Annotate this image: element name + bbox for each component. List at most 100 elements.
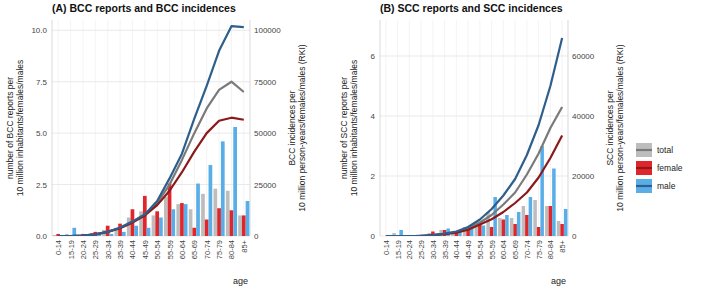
grid-line-x (409, 20, 410, 236)
bar (557, 221, 561, 236)
y2-axis-label: SCC incidences per10 million person-year… (605, 44, 625, 211)
grid-line-x (107, 20, 108, 236)
bar (525, 215, 529, 236)
x-tick-label: 85+ (558, 239, 567, 252)
bar (122, 232, 126, 236)
label-line: 10 million inhabitants/females/males (15, 60, 25, 197)
x-tick-label: 55-59 (488, 240, 497, 259)
x-tick-label: 35-39 (441, 240, 450, 259)
x-tick-label: 75-79 (215, 240, 224, 259)
y2-tick-label: 40000 (572, 112, 595, 121)
x-tick-label: 65-69 (190, 240, 199, 259)
grid-line (380, 56, 568, 57)
label-line: 10 million person-years/females/males (R… (615, 44, 625, 211)
bar (164, 197, 168, 236)
bar (201, 194, 205, 236)
legend-label: female (657, 163, 683, 173)
x-tick-label: 20-24 (79, 240, 88, 259)
y2-tick-label: 0 (572, 232, 577, 241)
bar (176, 204, 180, 236)
bar (159, 217, 163, 236)
bar (171, 209, 175, 236)
legend-label: total (657, 145, 673, 155)
grid-line-x (194, 20, 195, 236)
y-axis-label: number of BCC reports per10 million inha… (5, 60, 25, 197)
x-tick-label: 65-69 (511, 240, 520, 259)
chart-title: (B) SCC reports and SCC incidences (380, 2, 563, 14)
plot-area (53, 26, 250, 236)
legend-key-line (636, 167, 652, 169)
label-line: number of SCC reports per (339, 77, 349, 179)
x-tick-label: 30-34 (429, 240, 438, 259)
grid-line-x (432, 20, 433, 236)
bar (505, 215, 509, 236)
y-tick-label: 6 (371, 52, 376, 61)
grid-line-x (526, 20, 527, 236)
bar (522, 206, 526, 236)
bar (192, 228, 196, 236)
x-tick-label: 0-14 (382, 240, 391, 255)
grid-line-x (95, 20, 96, 236)
line (386, 107, 562, 236)
x-tick-label: 45-49 (464, 240, 473, 259)
label-line: number of BCC reports per (5, 77, 15, 179)
grid-line-x (444, 20, 445, 236)
chart-root: (A) BCC reports and BCC incidences0.02.5… (0, 0, 708, 290)
y2-tick-label: 25000 (254, 181, 277, 190)
y-tick-label: 4 (371, 112, 376, 121)
bar (560, 224, 564, 236)
x-tick-label: 80-84 (546, 240, 555, 259)
x-tick-label: 35-39 (116, 240, 125, 259)
label-line: 10 million person-years/females/males (R… (297, 44, 307, 211)
y2-tick-label: 60000 (572, 52, 595, 61)
x-tick-label: 50-54 (476, 240, 485, 259)
x-tick-label: 25-29 (417, 240, 426, 259)
bar (118, 224, 122, 236)
y-axis-line (380, 20, 381, 236)
bar (230, 210, 234, 236)
x-tick-label: 40-44 (128, 240, 137, 259)
bar (213, 189, 217, 236)
grid-line-x (491, 20, 492, 236)
bar (552, 169, 556, 237)
plot-area (386, 38, 568, 236)
bar (533, 200, 537, 236)
bar (147, 228, 151, 236)
grid-line-x (120, 20, 121, 236)
x-tick-label: 15-19 (394, 240, 403, 259)
bar (482, 226, 486, 237)
grid-line (52, 81, 250, 82)
label-line: BCC incidences per (287, 90, 297, 165)
x-tick-label: 0-14 (54, 240, 63, 255)
bar (53, 235, 57, 236)
grid-line-x (132, 20, 133, 236)
bar (242, 215, 246, 236)
x-tick-label: 70-74 (203, 240, 212, 259)
grid-line (52, 184, 250, 185)
x-tick-label: 15-19 (67, 240, 76, 259)
y-tick-label: 0 (371, 232, 376, 241)
bar (180, 203, 184, 236)
grid-line-x (206, 20, 207, 236)
y-axis-label: number of SCC reports per10 million inha… (339, 60, 359, 197)
y-tick-label: 7.5 (36, 78, 48, 87)
legend-key (636, 143, 652, 157)
grid-line-x (456, 20, 457, 236)
bar (152, 215, 156, 236)
grid-line-x (397, 20, 398, 236)
x-tick-label: 50-54 (153, 240, 162, 259)
grid-line (52, 133, 250, 134)
bar (537, 227, 541, 236)
bar (217, 208, 221, 236)
bar (205, 220, 209, 236)
line (58, 118, 244, 236)
y-axis-line (52, 20, 53, 236)
y2-axis-label: BCC incidences per10 million person-year… (287, 44, 307, 211)
bar (502, 220, 506, 237)
bar (529, 197, 533, 236)
bar (221, 141, 225, 236)
grid-line-x (385, 20, 386, 236)
x-tick-label: 75-79 (535, 240, 544, 259)
x-tick-label: 40-44 (452, 240, 461, 259)
label-line: 10 million inhabitants/females/males (349, 60, 359, 197)
